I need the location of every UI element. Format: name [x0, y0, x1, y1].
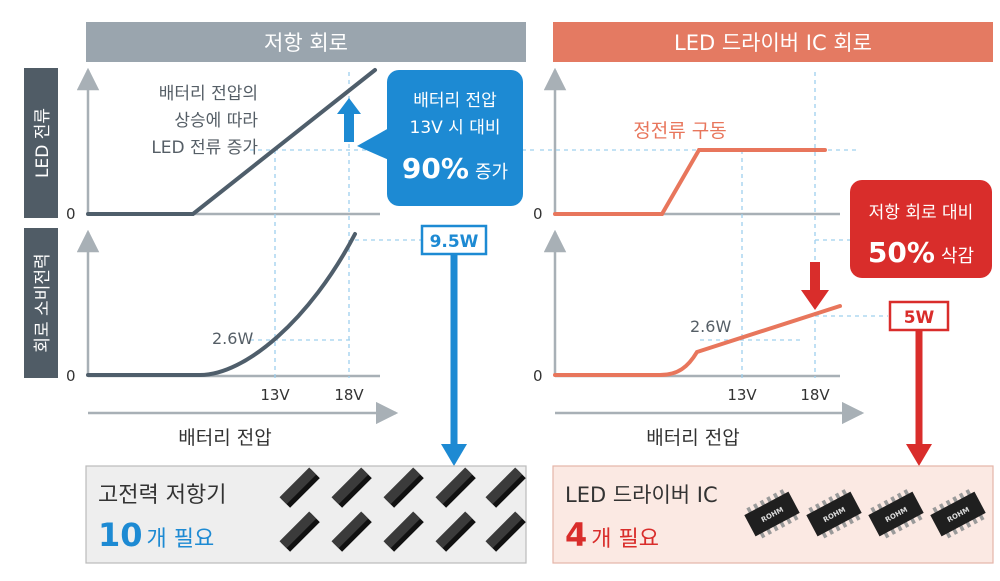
resistor-icon — [485, 467, 526, 508]
resistor-icon — [435, 511, 476, 552]
y-label-led-current — [24, 68, 58, 218]
left-note-line-3: LED 전류 증가 — [151, 138, 258, 158]
left-power-badge — [420, 224, 488, 256]
left-power-curve — [86, 232, 357, 377]
left-power-badge-text: 9.5W — [430, 232, 479, 252]
resistor-icon — [435, 467, 476, 508]
left-callout-line1: 배터리 전압 — [413, 91, 497, 111]
left-tick-13v: 13V — [260, 386, 290, 404]
y-label-circuit-power-text: 회로 소비전력 — [33, 253, 53, 352]
left-note-line-2: 상승에 따라 — [174, 111, 258, 131]
left-header-bar — [86, 22, 526, 62]
right-led-current-curve — [553, 148, 827, 216]
right-power-badge — [888, 300, 950, 332]
resistor-icon — [279, 467, 320, 508]
right-result-line1: LED 드라이버 IC — [565, 483, 718, 507]
y-label-circuit-power — [24, 228, 58, 378]
left-note-line-1: 배터리 전압의 — [159, 84, 258, 104]
ic-chip-icon: ROHM — [744, 489, 800, 539]
right-x-label: 배터리 전압 — [646, 427, 739, 449]
right-reduction-arrow — [801, 262, 829, 310]
right-const-label: 정전류 구동 — [633, 120, 726, 142]
left-led-current-curve — [86, 68, 377, 216]
y-label-led-current-text: LED 전류 — [33, 108, 53, 178]
right-header-bar — [553, 22, 993, 62]
right-header-title: LED 드라이버 IC 회로 — [674, 31, 872, 55]
right-zero-top: 0 — [533, 205, 543, 223]
left-panel: 저항 회로 LED 전류 회로 소비전력 0 0 배터리 전압의 상승에 따라 … — [24, 22, 535, 564]
left-callout: 배터리 전압 13V 시 대비 90% 증가 — [357, 70, 523, 206]
resistor-icon — [331, 511, 372, 552]
left-header-title: 저항 회로 — [264, 31, 348, 55]
resistor-icon — [383, 467, 424, 508]
resistor-icon — [279, 511, 320, 552]
left-result-line2: 10 개 필요 — [98, 516, 214, 554]
left-down-arrow-head — [441, 444, 467, 466]
right-callout: 저항 회로 대비 50% 삭감 — [850, 180, 992, 278]
left-result-line1: 고전력 저항기 — [98, 483, 226, 508]
ic-chip-icon: ROHM — [930, 489, 986, 539]
right-power-badge-text: 5W — [904, 308, 935, 328]
ic-chip-icon: ROHM — [806, 489, 862, 539]
left-x-label: 배터리 전압 — [178, 427, 271, 449]
right-tick-13v: 13V — [727, 386, 757, 404]
resistor-icon — [383, 511, 424, 552]
chip-group: ROHM ROHM ROHM ROHM — [744, 489, 986, 539]
right-panel: LED 드라이버 IC 회로 0 0 정전류 구동 저항 회로 대비 50% 삭감 — [533, 22, 994, 564]
right-callout-big: 50% 삭감 — [868, 236, 974, 269]
ic-chip-icon: ROHM — [868, 489, 924, 539]
right-power-label: 2.6W — [690, 317, 731, 336]
right-zero-bottom: 0 — [533, 367, 543, 385]
left-zero-bottom: 0 — [66, 367, 76, 385]
right-tick-18v: 18V — [800, 386, 830, 404]
left-callout-big: 90% 증가 — [402, 152, 508, 185]
resistor-icon — [485, 511, 526, 552]
left-zero-top: 0 — [66, 205, 76, 223]
left-tick-18v: 18V — [334, 386, 364, 404]
resistor-icon — [331, 467, 372, 508]
left-increase-arrow — [337, 98, 361, 142]
resistor-group — [279, 467, 526, 552]
right-callout-line1: 저항 회로 대비 — [869, 203, 974, 223]
right-power-curve — [553, 304, 842, 377]
left-callout-line2: 13V 시 대비 — [410, 118, 501, 138]
right-down-arrow-head — [906, 444, 932, 466]
left-power-label: 2.6W — [212, 329, 253, 348]
